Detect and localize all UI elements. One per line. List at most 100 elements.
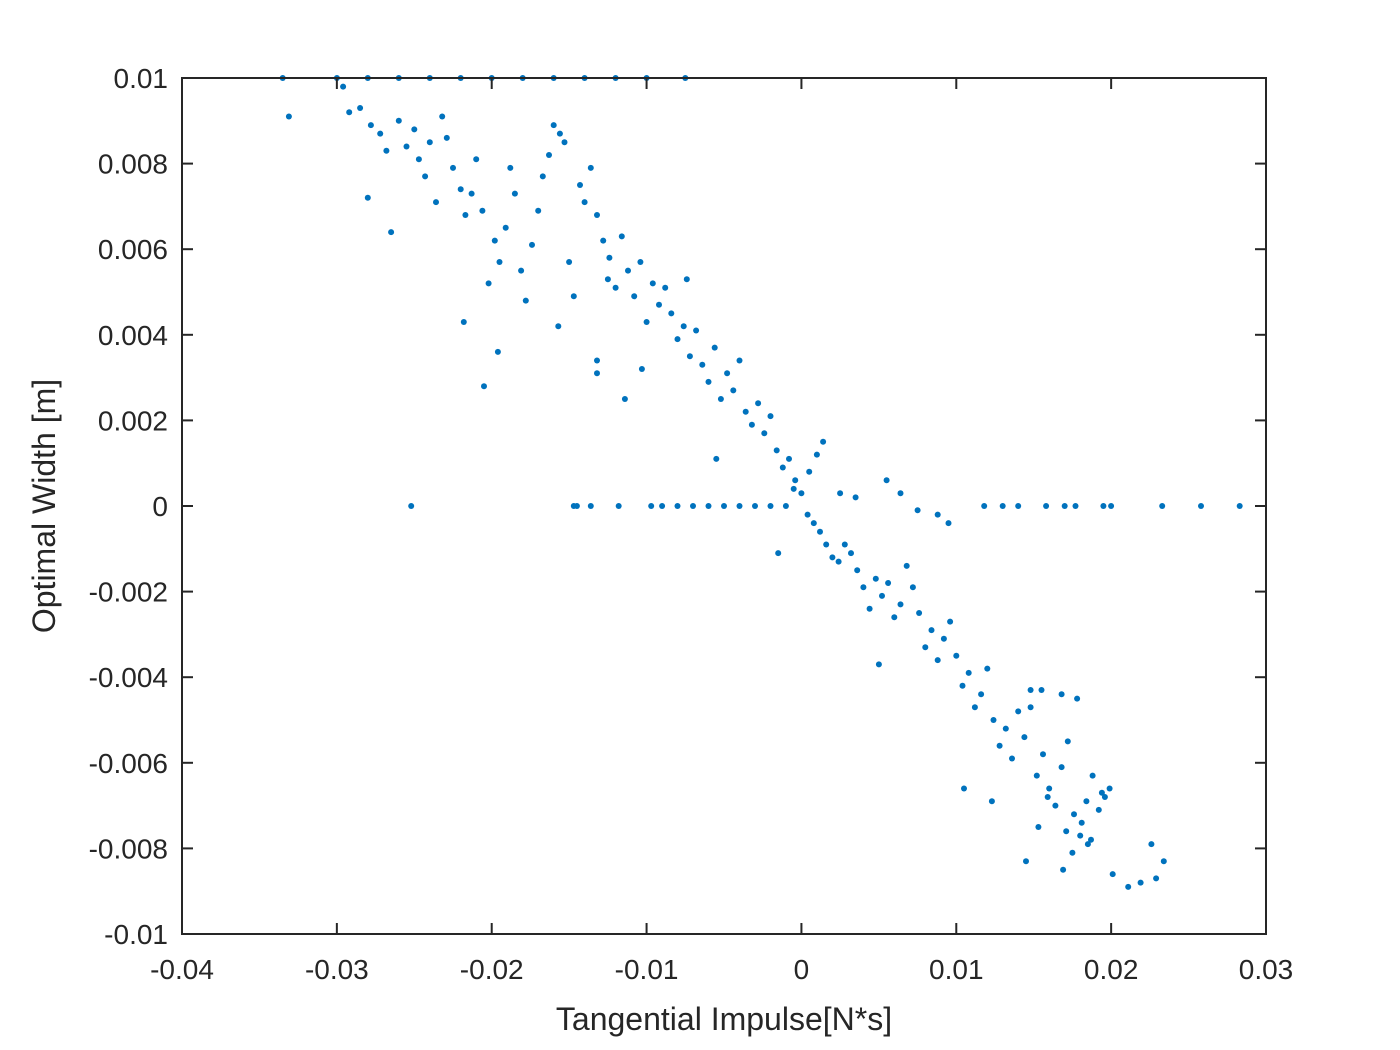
data-point: [699, 361, 706, 368]
data-point: [872, 575, 879, 582]
data-point: [674, 503, 681, 509]
data-point: [473, 156, 480, 163]
data-point: [792, 477, 799, 484]
data-point: [806, 468, 813, 475]
data-point: [1069, 849, 1076, 856]
axis-ticks: [181, 77, 1267, 935]
x-tick-label: 0.02: [1084, 954, 1139, 985]
data-point: [790, 485, 797, 492]
data-point: [804, 511, 811, 518]
data-point: [507, 164, 514, 171]
data-point: [996, 742, 1003, 749]
x-tick-label: -0.01: [615, 954, 679, 985]
data-point: [1098, 789, 1105, 796]
data-point: [377, 130, 384, 137]
data-point: [388, 229, 395, 236]
data-point: [978, 691, 985, 698]
data-point: [1236, 503, 1243, 509]
data-point: [841, 541, 848, 548]
data-point: [1060, 866, 1067, 873]
data-point: [1046, 785, 1053, 792]
data-point: [443, 134, 450, 141]
data-point: [383, 147, 390, 154]
data-point: [1035, 824, 1042, 830]
data-point: [988, 798, 995, 805]
data-point: [403, 143, 410, 150]
data-point: [415, 156, 422, 163]
data-point: [468, 190, 475, 197]
data-point: [686, 353, 693, 360]
data-point: [450, 164, 456, 171]
data-point: [773, 447, 780, 454]
data-point: [1023, 858, 1029, 865]
data-point: [1137, 879, 1144, 886]
data-point: [566, 259, 573, 265]
data-point: [730, 387, 737, 394]
data-point: [1002, 725, 1009, 732]
data-point: [535, 207, 542, 214]
x-tick-label: -0.02: [460, 954, 524, 985]
data-point: [854, 567, 861, 574]
data-point: [690, 503, 696, 509]
data-point: [909, 584, 916, 591]
data-point: [587, 503, 594, 509]
data-point: [947, 618, 954, 625]
data-point: [1009, 755, 1015, 762]
data-point: [798, 490, 805, 497]
data-point: [511, 190, 518, 197]
data-point: [481, 383, 487, 390]
y-tick-label: 0.01: [114, 63, 169, 94]
data-point: [680, 323, 687, 330]
data-point: [755, 400, 762, 407]
data-point: [529, 241, 535, 248]
data-point: [612, 284, 619, 291]
data-point: [965, 669, 972, 676]
data-point: [711, 344, 718, 351]
scatter-points: [279, 75, 1243, 890]
data-point: [914, 507, 921, 514]
data-point: [1101, 794, 1108, 800]
data-point: [648, 503, 655, 509]
data-point: [433, 199, 439, 206]
data-point: [736, 503, 743, 509]
data-point: [1064, 738, 1071, 745]
data-point: [866, 605, 873, 612]
data-point: [752, 503, 758, 509]
data-point: [340, 83, 347, 90]
data-point: [817, 528, 823, 535]
data-point: [860, 584, 867, 591]
data-point: [638, 366, 645, 372]
data-point: [897, 601, 904, 608]
data-point: [820, 438, 827, 445]
data-point: [573, 503, 580, 509]
data-point: [668, 310, 675, 317]
data-point: [561, 139, 568, 146]
data-point: [767, 503, 774, 509]
data-point: [621, 396, 628, 402]
x-tick-label: 0: [794, 954, 810, 985]
data-point: [823, 541, 830, 548]
data-point: [990, 717, 997, 723]
data-point: [364, 194, 371, 201]
y-tick-label: -0.002: [89, 577, 168, 608]
data-point: [408, 503, 415, 509]
data-point: [713, 455, 720, 462]
data-point: [1153, 875, 1160, 882]
data-point: [1108, 503, 1115, 509]
data-point: [971, 704, 978, 711]
data-point: [959, 682, 966, 689]
data-point: [786, 455, 792, 462]
data-point: [285, 113, 292, 120]
data-point: [883, 477, 890, 484]
data-point: [748, 421, 755, 428]
data-point: [1040, 751, 1046, 758]
data-point: [581, 199, 588, 206]
data-point: [439, 113, 446, 120]
data-point: [594, 212, 600, 218]
data-point: [1015, 708, 1022, 715]
data-point: [693, 327, 700, 334]
data-point: [885, 580, 892, 586]
data-point: [875, 661, 882, 668]
data-point: [1027, 704, 1034, 711]
